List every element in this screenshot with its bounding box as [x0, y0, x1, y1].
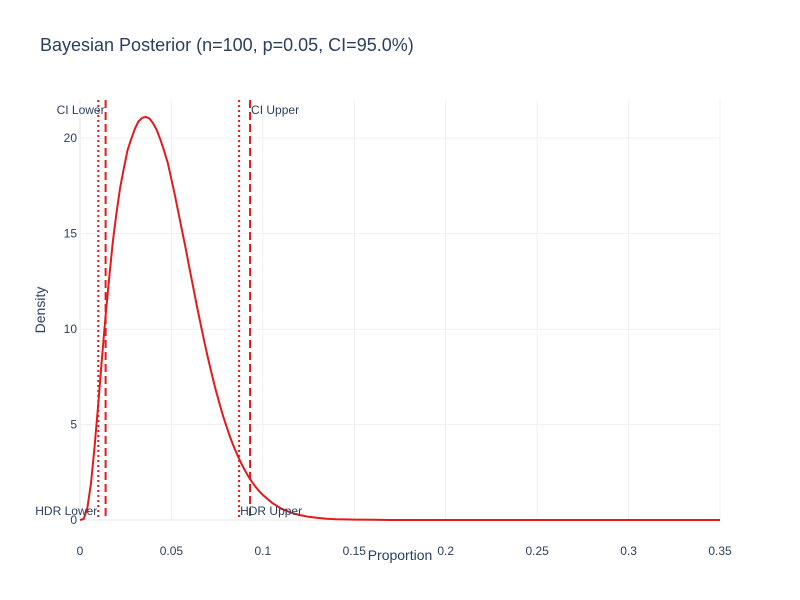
x-tick-label: 0.15 — [343, 544, 367, 558]
y-tick-label: 20 — [64, 131, 78, 145]
x-tick-label: 0.2 — [437, 544, 454, 558]
interval-annotation: HDR Upper — [240, 504, 302, 518]
y-tick-label: 0 — [70, 513, 77, 527]
posterior-density-line — [79, 115, 720, 521]
interval-lines — [97, 100, 252, 520]
y-tick-label: 15 — [64, 227, 78, 241]
interval-annotation: CI Upper — [251, 103, 299, 117]
x-tick-label: 0.1 — [255, 544, 272, 558]
interval-annotation: CI Lower — [57, 103, 105, 117]
interval-annotation: HDR Lower — [35, 504, 97, 518]
chart-title: Bayesian Posterior (n=100, p=0.05, CI=95… — [40, 35, 414, 55]
x-tick-label: 0.35 — [708, 544, 732, 558]
x-axis-title: Proportion — [368, 547, 433, 563]
x-tick-label: 0.05 — [160, 544, 184, 558]
interval-annotations: HDR Lower CI Lower HDR Upper CI Upper — [35, 103, 302, 518]
x-tick-label: 0.25 — [525, 544, 549, 558]
y-axis-title: Density — [32, 287, 48, 334]
y-tick-labels: 0 5 10 15 20 — [64, 131, 78, 527]
y-tick-label: 5 — [70, 418, 77, 432]
x-tick-label: 0.3 — [620, 544, 637, 558]
x-tick-labels: 0 0.05 0.1 0.15 0.2 0.25 0.3 0.35 — [77, 544, 732, 558]
y-tick-label: 10 — [64, 322, 78, 336]
x-tick-label: 0 — [77, 544, 84, 558]
